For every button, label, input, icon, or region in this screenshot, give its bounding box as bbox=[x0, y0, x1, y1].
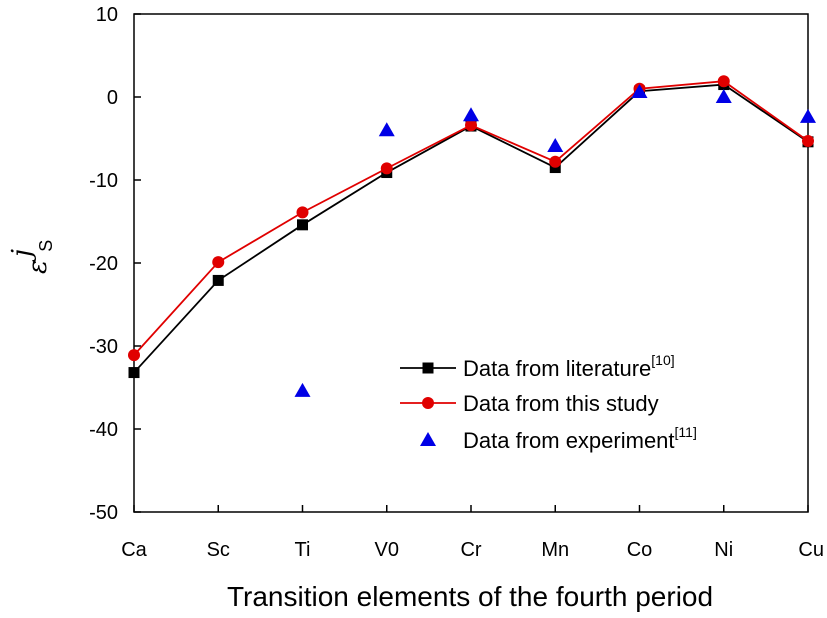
x-tick-label: V0 bbox=[375, 539, 399, 561]
series-1-point bbox=[128, 367, 140, 379]
y-tick-label: 0 bbox=[107, 87, 118, 109]
legend-item-2: Data from this study bbox=[400, 391, 659, 416]
series-3-point bbox=[378, 122, 395, 137]
series-2-point bbox=[717, 75, 730, 88]
x-tick-label: Ni bbox=[714, 539, 733, 561]
legend-item-1: Data from literature[10] bbox=[400, 352, 675, 381]
axes bbox=[133, 13, 809, 513]
series-2-point bbox=[549, 155, 562, 168]
legend-label-text: Data from literature bbox=[463, 356, 651, 381]
y-axis-title-subscript: S bbox=[36, 240, 56, 252]
legend-label: Data from this study bbox=[463, 391, 659, 416]
series bbox=[128, 75, 816, 397]
series-2-point bbox=[465, 119, 477, 132]
x-tick-label: Sc bbox=[207, 539, 230, 561]
series-1-point bbox=[297, 219, 308, 231]
series-3-point bbox=[800, 108, 816, 123]
series-2-point bbox=[212, 256, 225, 269]
series-3-point bbox=[547, 137, 564, 152]
y-tick-label: -20 bbox=[89, 253, 118, 275]
x-tick-label: Cu bbox=[798, 539, 824, 561]
series-2-point bbox=[128, 349, 140, 362]
legend-label: Data from experiment[11] bbox=[463, 424, 697, 453]
y-tick-label: -40 bbox=[89, 419, 118, 441]
x-tick-label: Ti bbox=[295, 539, 311, 561]
legend-label-superscript: [11] bbox=[675, 424, 697, 440]
legend-marker bbox=[422, 362, 434, 374]
series-3-point bbox=[715, 89, 732, 103]
series-2-point bbox=[296, 206, 309, 219]
legend-item-3: Data from experiment[11] bbox=[420, 424, 697, 453]
x-axis-title: Transition elements of the fourth period bbox=[227, 581, 713, 612]
y-tick-label: -10 bbox=[89, 170, 118, 192]
legend-label-text: Data from this study bbox=[463, 391, 659, 416]
series-3-point bbox=[631, 84, 648, 99]
y-axis-title: ε S j bbox=[7, 240, 56, 274]
series-3 bbox=[294, 84, 816, 397]
legend-label-text: Data from experiment bbox=[463, 428, 675, 453]
x-tick-label: Co bbox=[627, 539, 653, 561]
legend-label-superscript: [10] bbox=[651, 352, 674, 368]
y-tick-label: -30 bbox=[89, 336, 118, 358]
series-3-point bbox=[294, 382, 311, 397]
y-tick-label: 10 bbox=[96, 4, 118, 26]
x-tick-label: Ca bbox=[121, 539, 147, 561]
y-tick-label: -50 bbox=[89, 502, 118, 524]
y-tick-labels: -50 -40 -30 -20 -10 0 10 bbox=[89, 4, 118, 524]
series-2-point bbox=[380, 162, 393, 175]
x-tick-labels: Ca Sc Ti V0 Cr Mn Co Ni Cu bbox=[121, 539, 824, 561]
legend-marker bbox=[420, 432, 436, 446]
x-tick-label: Mn bbox=[541, 539, 569, 561]
svg-text:ε S: ε S bbox=[23, 240, 56, 274]
legend-label: Data from literature[10] bbox=[463, 352, 675, 381]
legend-marker bbox=[422, 397, 434, 409]
series-2-point bbox=[802, 134, 814, 147]
y-axis-title-main: ε bbox=[23, 260, 53, 274]
x-tick-label: Cr bbox=[460, 539, 481, 561]
series-3-point bbox=[463, 107, 479, 122]
series-1-point bbox=[212, 274, 224, 286]
legend: Data from literature[10] Data from this s… bbox=[400, 352, 697, 453]
